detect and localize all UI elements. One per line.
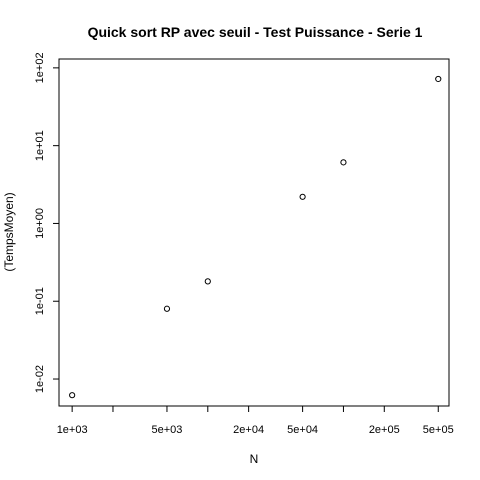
chart-title: Quick sort RP avec seuil - Test Puissanc… [88,24,423,40]
data-point [435,75,442,83]
plot-frame [58,58,450,407]
y-tick-label: 1e-02 [34,365,46,393]
data-point [69,392,76,399]
y-tick-label: 1e+01 [34,130,46,161]
x-tick-label: 2e+05 [369,424,400,436]
x-axis-ticks: 1e+03 5e+03 2e+04 5e+04 2e+05 5e+05 [57,406,454,436]
y-tick-label: 1e-01 [34,287,46,315]
y-tick-label: 1e+02 [34,52,46,83]
data-point [340,159,347,166]
y-axis-label: (TempsMoyen) [2,192,16,271]
data-point [204,278,211,285]
y-axis-ticks: 1e-02 1e-01 1e+00 1e+01 1e+02 [34,52,59,393]
x-tick-label: 5e+04 [287,424,318,436]
x-tick-label: 5e+05 [423,424,454,436]
x-tick-label: 2e+04 [233,424,264,436]
data-point [163,305,171,312]
x-tick-label: 1e+03 [57,424,88,436]
data-point [299,193,306,200]
y-tick-label: 1e+00 [34,208,46,239]
x-tick-label: 5e+03 [152,424,183,436]
x-axis-label: N [250,452,259,466]
data-points [69,75,442,399]
